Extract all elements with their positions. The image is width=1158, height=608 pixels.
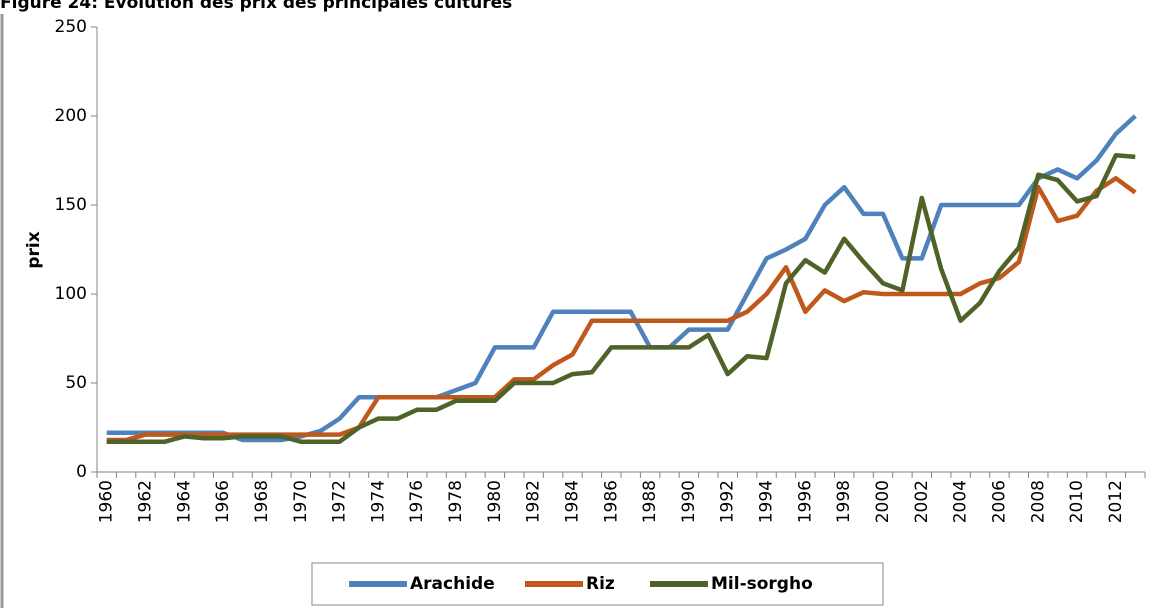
x-tick-label: 1988 — [640, 480, 660, 523]
x-tick-label: 1960 — [97, 480, 117, 523]
x-tick-label: 2002 — [912, 480, 932, 523]
x-tick-label: 1966 — [213, 480, 233, 523]
x-tick-label: 1998 — [834, 480, 854, 523]
x-tick-label: 1992 — [718, 480, 738, 523]
legend-label: Mil-sorgho — [711, 574, 813, 594]
x-tick-label: 1980 — [485, 480, 505, 523]
x-tick-label: 1964 — [174, 480, 194, 523]
y-tick-label: 100 — [55, 284, 87, 304]
x-tick-label: 1968 — [252, 480, 272, 523]
x-tick-label: 1984 — [562, 480, 582, 523]
x-tick-label: 1994 — [757, 480, 777, 523]
x-tick-label: 1972 — [330, 480, 350, 523]
x-tick-label: 1996 — [795, 480, 815, 523]
x-tick-label: 1986 — [601, 480, 621, 523]
y-tick-label: 150 — [55, 195, 87, 215]
series-line — [106, 152, 1136, 444]
x-tick-label: 1962 — [136, 480, 156, 523]
x-tick-label: 2012 — [1106, 480, 1126, 523]
y-tick-label: 200 — [55, 106, 87, 126]
y-axis-label: prix — [24, 231, 44, 268]
legend-label: Riz — [586, 574, 615, 594]
y-tick-label: 0 — [76, 462, 87, 482]
x-tick-label: 1982 — [524, 480, 544, 523]
x-tick-label: 1970 — [291, 480, 311, 523]
x-tick-label: 1974 — [368, 480, 388, 523]
x-tick-label: 2000 — [873, 480, 893, 523]
x-tick-label: 1976 — [407, 480, 427, 523]
y-tick-label: 250 — [55, 17, 87, 37]
legend-label: Arachide — [410, 574, 495, 594]
legend-box — [311, 562, 884, 606]
x-tick-label: 2006 — [989, 480, 1009, 523]
series-line — [106, 114, 1137, 443]
y-tick-label: 50 — [65, 373, 87, 393]
x-tick-label: 2004 — [951, 480, 971, 523]
x-tick-label: 2008 — [1028, 480, 1048, 523]
x-tick-label: 1978 — [446, 480, 466, 523]
x-tick-label: 1990 — [679, 480, 699, 523]
x-tick-label: 2010 — [1067, 480, 1087, 523]
chart-title: Figure 24: Evolution des prix des princi… — [0, 0, 512, 13]
